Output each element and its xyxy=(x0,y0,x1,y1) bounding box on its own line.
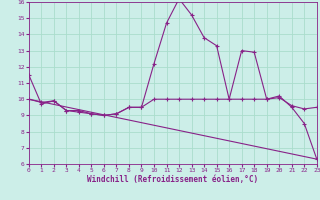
X-axis label: Windchill (Refroidissement éolien,°C): Windchill (Refroidissement éolien,°C) xyxy=(87,175,258,184)
